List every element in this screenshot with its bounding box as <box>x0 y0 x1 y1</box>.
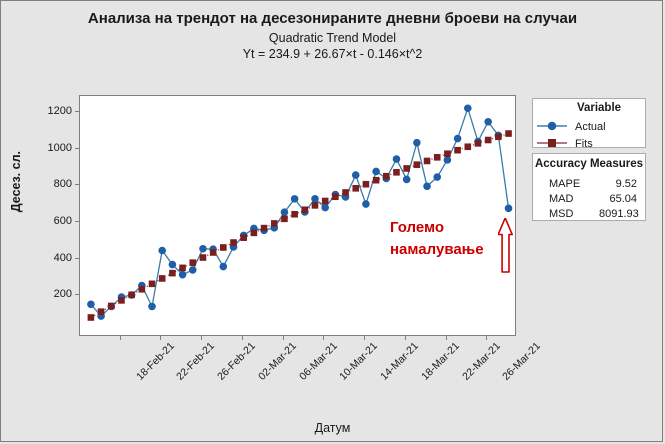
svg-text:Fits: Fits <box>575 138 593 150</box>
svg-text:Actual: Actual <box>575 121 606 133</box>
